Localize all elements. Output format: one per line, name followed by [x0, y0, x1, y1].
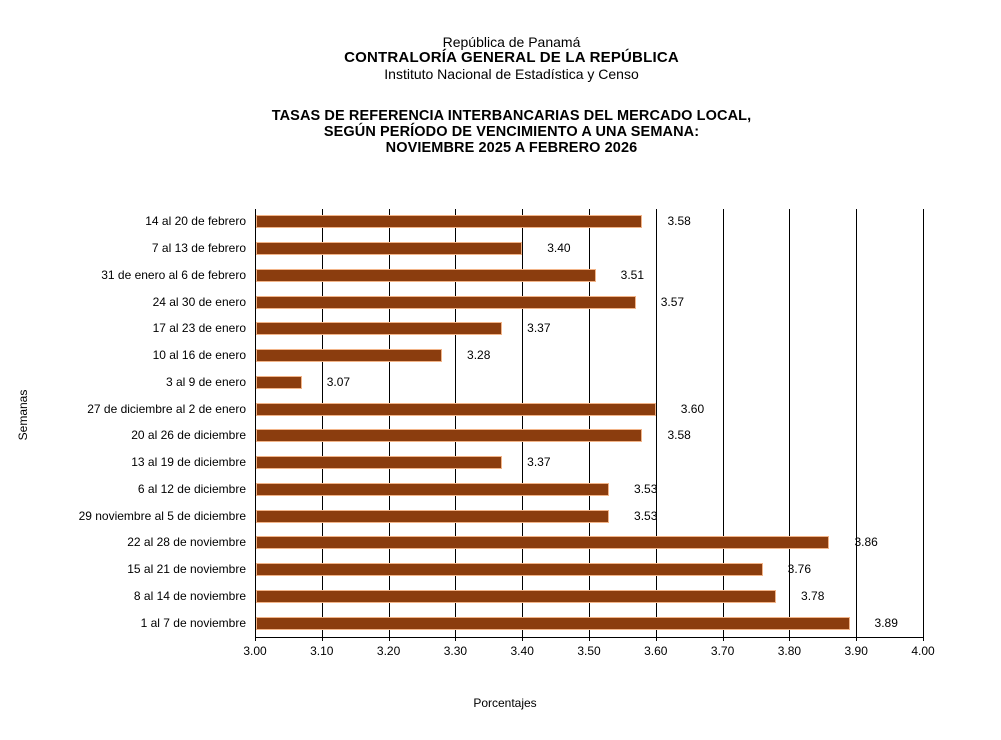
category-label: 27 de diciembre al 2 de enero — [87, 401, 246, 416]
bar — [256, 509, 610, 523]
category-label: 8 al 14 de noviembre — [133, 588, 246, 603]
gridline — [589, 209, 590, 637]
x-tick-mark — [388, 637, 390, 641]
x-tick-mark — [655, 637, 657, 641]
category-label: 13 al 19 de diciembre — [131, 455, 246, 470]
gridline — [455, 209, 457, 637]
x-axis-title: Porcentajes — [473, 696, 537, 710]
department-name: Instituto Nacional de Estadística y Cens… — [384, 66, 639, 82]
gridline — [522, 209, 524, 637]
x-tick-mark — [789, 637, 791, 641]
bar — [256, 482, 610, 496]
category-label: 31 de enero al 6 de febrero — [101, 267, 246, 282]
category-label: 1 al 7 de noviembre — [140, 615, 246, 630]
bar-value-label: 3.51 — [620, 267, 645, 282]
x-tick-label: 3.90 — [844, 644, 868, 658]
category-label: 17 al 23 de enero — [152, 321, 246, 336]
x-tick-mark — [522, 637, 524, 641]
x-tick-label: 3.60 — [644, 644, 668, 658]
bar-value-label: 3.58 — [667, 428, 691, 443]
bar — [256, 242, 523, 256]
category-label: 20 al 26 de diciembre — [131, 428, 246, 443]
organization-header: República de Panamá CONTRALORÍA GENERAL … — [0, 34, 1001, 82]
category-label: 24 al 30 de enero — [152, 294, 246, 309]
x-tick-label: 4.00 — [911, 644, 935, 658]
bar-value-label: 3.07 — [326, 374, 351, 389]
x-tick-mark — [455, 637, 457, 641]
chart-title-line1: TASAS DE REFERENCIA INTERBANCARIAS DEL M… — [271, 108, 752, 124]
bar-value-label: 3.57 — [660, 294, 685, 309]
category-label: 7 al 13 de febrero — [151, 241, 246, 256]
x-tick-label: 3.50 — [577, 644, 601, 658]
gridline — [722, 209, 724, 637]
bar — [256, 616, 850, 630]
x-tick-mark — [923, 637, 924, 641]
category-axis-labels: 14 al 20 de febrero 7 al 13 de febrero 31 … — [0, 209, 246, 637]
bar — [256, 589, 777, 603]
bar — [256, 375, 302, 389]
bar-value-label: 3.58 — [667, 214, 691, 229]
bar-value-label: 3.40 — [547, 241, 571, 256]
bar-value-label: 3.78 — [801, 588, 825, 603]
x-tick-label: 3.40 — [510, 644, 534, 658]
bar — [256, 429, 643, 443]
gridline — [321, 209, 323, 637]
category-label: 22 al 28 de noviembre — [127, 535, 246, 550]
gridline — [789, 209, 791, 637]
category-label: 10 al 16 de enero — [152, 348, 246, 363]
x-tick-label: 3.80 — [777, 644, 802, 658]
institution-name: CONTRALORÍA GENERAL DE LA REPÚBLICA — [344, 49, 679, 66]
category-label: 15 al 21 de noviembre — [127, 562, 246, 577]
country-name: República de Panamá — [442, 34, 581, 50]
x-tick-label: 3.00 — [243, 644, 267, 658]
bar — [256, 268, 596, 282]
bar-value-label: 3.53 — [634, 508, 658, 523]
chart-title: TASAS DE REFERENCIA INTERBANCARIAS DEL M… — [0, 108, 1001, 156]
gridline — [856, 209, 858, 637]
bar-value-label: 3.86 — [854, 535, 878, 550]
plot-area: 3.58 3.40 3.51 3.57 3.37 3.28 3.07 3.60 3.58 3.37… — [255, 209, 924, 641]
x-tick-label: 3.20 — [376, 644, 401, 658]
bar — [256, 563, 763, 577]
category-label: 14 al 20 de febrero — [145, 214, 246, 229]
bar-value-label: 3.28 — [467, 348, 491, 363]
x-tick-label: 3.10 — [310, 644, 334, 658]
x-tick-mark — [321, 637, 323, 641]
gridline — [923, 209, 924, 637]
chart-title-line2: SEGÚN PERÍODO DE VENCIMIENTO A UNA SEMAN… — [323, 124, 700, 140]
x-tick-label: 3.70 — [710, 644, 735, 658]
x-tick-label: 3.30 — [443, 644, 468, 658]
bar-value-label: 3.53 — [634, 481, 658, 496]
bar — [256, 536, 830, 550]
gridline — [655, 209, 657, 637]
bar — [256, 349, 443, 363]
bar — [256, 215, 643, 229]
category-label: 6 al 12 de diciembre — [137, 481, 246, 496]
chart-title-line3: NOVIEMBRE 2025 A FEBRERO 2026 — [385, 140, 638, 156]
bar — [256, 456, 503, 470]
x-tick-mark — [722, 637, 724, 641]
x-tick-mark — [255, 637, 256, 641]
category-label: 29 noviembre al 5 de diciembre — [78, 508, 246, 523]
x-tick-mark — [856, 637, 858, 641]
bar — [256, 402, 656, 416]
bar — [256, 295, 636, 309]
gridline — [388, 209, 390, 637]
bar-value-label: 3.76 — [787, 562, 812, 577]
bar-value-label: 3.60 — [680, 401, 705, 416]
bar — [256, 322, 503, 336]
x-tick-mark — [589, 637, 590, 641]
bar-value-label: 3.89 — [874, 615, 898, 630]
category-label: 3 al 9 de enero — [165, 374, 246, 389]
bar-value-label: 3.37 — [527, 455, 551, 470]
bar-value-label: 3.37 — [527, 321, 551, 336]
